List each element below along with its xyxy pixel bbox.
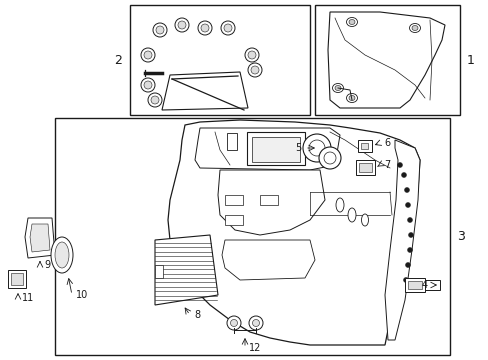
Circle shape — [405, 202, 409, 207]
Ellipse shape — [55, 242, 69, 268]
Ellipse shape — [175, 18, 189, 32]
Circle shape — [318, 147, 340, 169]
Circle shape — [401, 172, 406, 177]
Text: 8: 8 — [194, 310, 200, 320]
Bar — [246, 132, 305, 165]
Ellipse shape — [348, 95, 354, 100]
Ellipse shape — [334, 86, 340, 90]
Circle shape — [397, 162, 402, 167]
Text: 5: 5 — [294, 143, 301, 153]
Ellipse shape — [141, 78, 155, 92]
Bar — [55, 118, 449, 355]
Bar — [8, 270, 26, 288]
Circle shape — [303, 134, 330, 162]
Polygon shape — [162, 72, 247, 110]
Circle shape — [407, 248, 412, 252]
Ellipse shape — [335, 198, 343, 212]
Polygon shape — [168, 120, 419, 345]
Text: 4: 4 — [421, 280, 427, 290]
Ellipse shape — [178, 21, 185, 29]
Ellipse shape — [411, 26, 417, 31]
Ellipse shape — [346, 94, 357, 103]
Ellipse shape — [247, 63, 262, 77]
Circle shape — [403, 278, 407, 283]
Bar — [357, 140, 371, 152]
Circle shape — [308, 140, 325, 156]
Ellipse shape — [361, 214, 368, 226]
Text: 7: 7 — [383, 160, 389, 170]
Text: 12: 12 — [248, 343, 261, 353]
Ellipse shape — [224, 24, 231, 32]
Polygon shape — [195, 128, 339, 170]
Ellipse shape — [346, 18, 357, 27]
Bar — [224, 195, 243, 205]
Circle shape — [324, 152, 335, 164]
Text: 10: 10 — [76, 290, 88, 300]
Bar — [260, 195, 278, 205]
Bar — [251, 137, 299, 162]
Bar — [355, 160, 374, 175]
Ellipse shape — [141, 48, 155, 62]
Ellipse shape — [143, 51, 152, 59]
Text: 11: 11 — [22, 293, 34, 303]
Text: 1: 1 — [466, 54, 474, 67]
Ellipse shape — [347, 208, 355, 222]
Bar — [404, 278, 424, 292]
Polygon shape — [222, 240, 314, 280]
Bar — [11, 273, 23, 285]
Circle shape — [248, 316, 263, 330]
Bar — [407, 281, 421, 289]
Circle shape — [405, 262, 409, 267]
Text: 9: 9 — [44, 260, 50, 270]
Ellipse shape — [408, 23, 420, 32]
Circle shape — [407, 217, 412, 222]
Ellipse shape — [151, 96, 159, 104]
Bar — [314, 5, 459, 115]
Ellipse shape — [198, 21, 212, 35]
Ellipse shape — [153, 23, 167, 37]
Circle shape — [404, 188, 408, 193]
Polygon shape — [30, 224, 50, 252]
Ellipse shape — [148, 93, 162, 107]
Circle shape — [252, 320, 259, 327]
Ellipse shape — [143, 81, 152, 89]
Text: 3: 3 — [456, 230, 464, 243]
Ellipse shape — [244, 48, 259, 62]
Bar — [226, 133, 237, 150]
Bar — [358, 163, 371, 172]
Ellipse shape — [348, 19, 354, 24]
Bar — [155, 265, 163, 278]
Bar — [130, 5, 309, 115]
Polygon shape — [327, 12, 444, 108]
Circle shape — [407, 233, 413, 238]
Text: 6: 6 — [383, 138, 389, 148]
Bar — [424, 280, 439, 290]
Bar — [360, 143, 367, 149]
Ellipse shape — [221, 21, 235, 35]
Circle shape — [230, 320, 237, 327]
Ellipse shape — [247, 51, 256, 59]
Polygon shape — [384, 140, 419, 340]
Bar — [224, 215, 243, 225]
Polygon shape — [155, 235, 218, 305]
Polygon shape — [218, 170, 325, 235]
Ellipse shape — [250, 66, 259, 74]
Ellipse shape — [51, 237, 73, 273]
Text: 2: 2 — [114, 54, 122, 67]
Ellipse shape — [156, 26, 163, 34]
Ellipse shape — [332, 84, 343, 93]
Polygon shape — [25, 218, 55, 258]
Ellipse shape — [201, 24, 208, 32]
Circle shape — [226, 316, 241, 330]
